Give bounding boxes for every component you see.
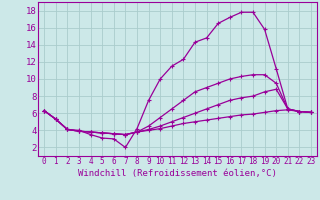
X-axis label: Windchill (Refroidissement éolien,°C): Windchill (Refroidissement éolien,°C) bbox=[78, 169, 277, 178]
